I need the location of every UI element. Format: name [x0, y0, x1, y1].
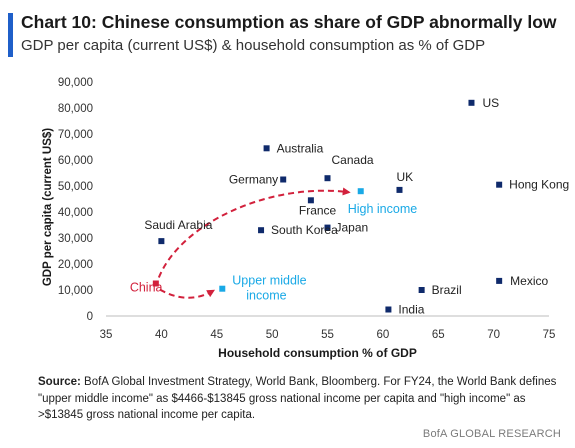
point-label-france: France [299, 203, 337, 217]
point-upper-middle-income [219, 285, 226, 292]
point-label-upper-middle-income: Upper middle income [232, 274, 306, 303]
point-uk [396, 186, 403, 193]
scatter-plot: 35 40 45 50 55 60 65 70 75 0 10,000 20,000 30,000 40,… [42, 77, 569, 360]
point-label-canada: Canada [332, 153, 374, 167]
point-label-germany: Germany [229, 173, 278, 187]
point-label-india: India [398, 303, 424, 317]
point-label-japan: Japan [336, 221, 369, 235]
point-label-uk: UK [396, 170, 413, 184]
y-tick-label: 50,000 [58, 181, 93, 193]
point-china [152, 280, 159, 287]
point-label-saudi-arabia: Saudi Arabia [144, 218, 212, 232]
point-mexico [496, 277, 503, 284]
point-label-china: China [130, 281, 163, 295]
point-brazil [418, 287, 425, 293]
point-hong-kong [496, 181, 503, 188]
footer-credit: BofA GLOBAL RESEARCH [422, 428, 561, 440]
point-us [468, 99, 475, 106]
y-tick-label: 0 [87, 311, 93, 323]
x-tick-label: 65 [432, 329, 445, 341]
point-germany [280, 176, 287, 183]
y-tick-label: 60,000 [58, 155, 93, 167]
y-tick-label: 20,000 [58, 259, 93, 271]
chart-title: Chart 10: Chinese consumption as share o… [21, 12, 557, 32]
point-label-high-income: High income [348, 202, 418, 216]
arrow-china-to-upper-middle-income [159, 288, 216, 299]
x-tick-label: 35 [100, 329, 113, 341]
x-tick-label: 70 [487, 329, 500, 341]
point-france [307, 197, 314, 204]
x-tick-label: 55 [321, 329, 334, 341]
x-tick-label: 75 [543, 329, 556, 341]
point-saudi-arabia [158, 238, 165, 245]
y-tick-label: 80,000 [58, 103, 93, 115]
x-tick-label: 45 [210, 329, 223, 341]
point-label-hong-kong: Hong Kong [509, 178, 569, 192]
y-tick-label: 30,000 [58, 233, 93, 245]
point-canada [324, 175, 331, 182]
point-label-mexico: Mexico [510, 274, 548, 288]
x-tick-label: 40 [155, 329, 168, 341]
y-axis-label: GDP per capita (current US$) [42, 128, 54, 286]
arrow-china-to-high-income [157, 187, 351, 278]
y-tick-label: 90,000 [58, 77, 93, 89]
y-tick-label: 10,000 [58, 285, 93, 297]
x-axis-label: Household consumption % of GDP [218, 346, 417, 360]
source-text: BofA Global Investment Strategy, World B… [38, 376, 557, 421]
point-high-income [357, 188, 364, 195]
title-accent-bar [8, 13, 13, 57]
source-note: Source: BofA Global Investment Strategy,… [38, 374, 558, 424]
x-tick-label: 50 [266, 329, 279, 341]
point-label-brazil: Brazil [432, 283, 462, 297]
point-japan [324, 224, 331, 231]
point-south-korea [258, 227, 265, 234]
chart-subtitle: GDP per capita (current US$) & household… [21, 37, 486, 54]
source-label: Source: [38, 376, 81, 388]
point-label-us: US [482, 96, 499, 110]
y-tick-label: 40,000 [58, 207, 93, 219]
point-label-australia: Australia [277, 141, 324, 155]
x-tick-label: 60 [376, 329, 389, 341]
point-australia [263, 145, 270, 152]
point-india [385, 306, 392, 313]
point-label-south-korea: South Korea [271, 223, 338, 237]
y-tick-label: 70,000 [58, 129, 93, 141]
